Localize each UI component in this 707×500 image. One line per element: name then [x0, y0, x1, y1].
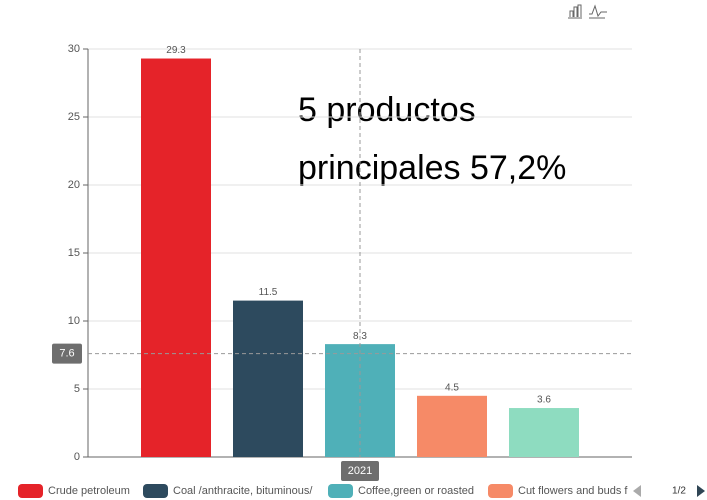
annotation: 5 productos [298, 91, 476, 129]
value-label: 11.5 [259, 287, 278, 298]
legend-icon [143, 484, 168, 498]
value-label: 4.5 [445, 382, 459, 393]
y-tick-label: 20 [68, 179, 80, 191]
legend-icon [18, 484, 43, 498]
bar [417, 395, 487, 457]
value-label: 29.3 [166, 45, 186, 56]
legend-next[interactable] [697, 485, 705, 497]
y-tick-label: 10 [68, 315, 80, 327]
legend-cover [628, 480, 707, 500]
y-tick-label: 30 [68, 43, 80, 55]
bar [233, 300, 303, 457]
value-label: 3.6 [537, 395, 551, 406]
annotation: principales 57,2% [298, 149, 566, 187]
y-tick-label: 15 [68, 247, 80, 259]
y-tick-label: 0 [74, 451, 80, 463]
legend-icon [488, 484, 513, 498]
legend-label: Crude petroleum [48, 485, 130, 497]
axis-pointer-y-box [52, 343, 82, 364]
bar-icon[interactable] [568, 4, 582, 19]
line-icon[interactable] [589, 4, 607, 19]
axis-pointer-y-label: 7.6 [59, 348, 74, 360]
legend-prev[interactable] [633, 485, 641, 497]
bar [509, 408, 579, 457]
axis-pointer-x-box [341, 461, 379, 481]
legend-icon [328, 484, 353, 498]
y-tick-label: 5 [74, 383, 80, 395]
axis-pointer-x-label: 2021 [348, 465, 372, 477]
legend-label: Cut flowers and buds for [518, 485, 638, 497]
bar [141, 58, 211, 458]
legend-page: 1/2 [672, 486, 686, 497]
y-tick-label: 25 [68, 111, 80, 123]
toolbox[interactable] [568, 4, 607, 19]
legend-label: Coal /anthracite, bituminous/ [173, 485, 313, 497]
legend-label: Coffee,green or roasted [358, 485, 474, 497]
